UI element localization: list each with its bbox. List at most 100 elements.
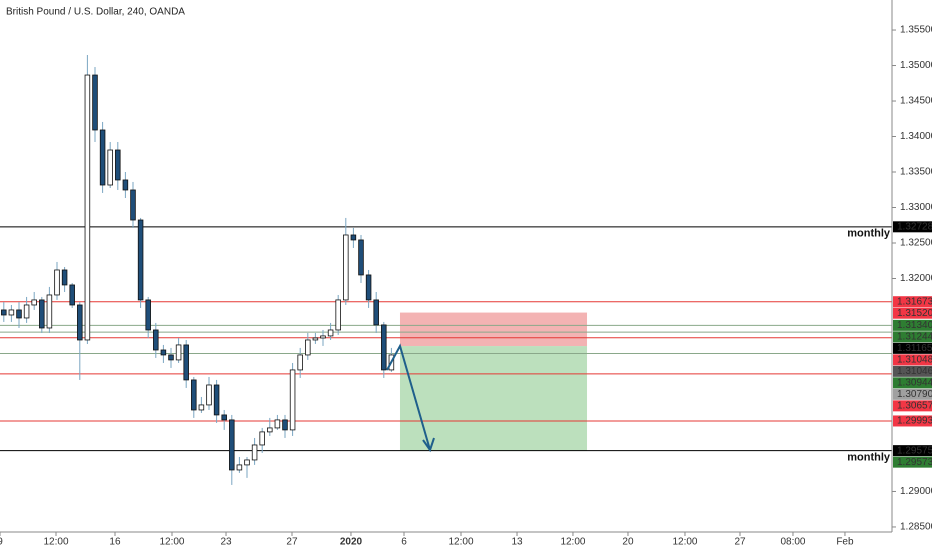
candle-body [259,431,265,446]
y-tick-label: 1.33000 [900,202,932,213]
candle-body [206,384,212,406]
x-tick-label: 27 [734,537,746,548]
x-tick-label: 13 [511,537,523,548]
candle-body [23,304,30,319]
candle-body [153,329,159,351]
candle-body [175,344,182,361]
candle-body [327,329,334,337]
price-label: 1.29575 [897,445,932,456]
price-label-box [893,307,932,319]
annotation: monthly [847,452,891,464]
candle-body [107,149,113,186]
candle-body [381,324,387,371]
price-label-box [893,342,932,354]
y-tick-label: 1.33500 [900,167,932,178]
chart-title: British Pound / U.S. Dollar, 240, OANDA [6,7,185,18]
price-label-box [893,319,932,331]
annotation: monthly [847,228,891,240]
x-tick-label: 12:00 [43,537,68,548]
candle-body [168,354,174,361]
candle-body [92,74,98,131]
risk-zone [399,312,588,347]
x-tick-label: 23 [220,537,232,548]
y-tick-label: 1.29000 [900,486,932,497]
candle-body [115,149,121,181]
candle-body [373,299,379,326]
candle-body [289,369,296,431]
candle-body [267,427,273,433]
price-label-box [893,388,932,400]
candle-body [335,299,341,331]
x-tick-label: 12:00 [560,537,585,548]
price-label: 1.29573 [897,457,932,468]
candle-body [77,304,83,341]
candle-body [229,419,235,471]
price-label: 1.29993 [897,416,932,427]
price-label-box [893,456,932,468]
projection-arrow [386,343,431,451]
candle-body [137,219,144,301]
y-tick-label: 1.35000 [900,60,932,71]
candle-body [54,269,60,296]
candle-body [236,464,243,471]
candle-body [274,419,281,429]
price-label-box [893,221,932,233]
x-tick-label: 6 [401,537,407,548]
x-tick-label: 20 [622,537,634,548]
candle-body [39,299,45,329]
price-label: 1.31165 [897,343,932,354]
price-label: 1.31340 [897,320,932,331]
candle-body [350,234,357,241]
x-tick-label: 9 [0,537,3,548]
price-label-box [893,365,932,377]
price-label: 1.31244 [897,331,932,342]
candle-body [31,299,37,306]
plot-area [0,55,892,485]
candle-body [8,309,15,316]
candle-body [312,337,319,341]
candle-body [282,419,288,431]
candle-body [99,129,106,186]
x-tick-label: 12:00 [448,537,473,548]
candle-body [84,74,91,341]
candle-body [320,335,326,339]
candle-body [1,309,7,316]
price-label-box [893,296,932,308]
candle-body [69,284,75,306]
candle-body [365,274,372,301]
candle-body [145,299,151,331]
price-label-box [893,354,932,366]
price-label-box [893,445,932,457]
y-tick-label: 1.32000 [900,273,932,284]
candle-body [213,384,220,416]
x-tick-label: 12:00 [159,537,184,548]
candle-body [221,414,227,421]
candle-body [343,234,349,301]
candle-body [61,269,68,286]
candle-body [358,239,364,276]
price-label: 1.31046 [897,366,932,377]
y-tick-label: 1.28500 [900,522,932,533]
x-tick-label: 08:00 [780,537,805,548]
price-label: 1.32728 [897,221,932,232]
y-tick-label: 1.35500 [900,25,932,36]
candle-body [191,379,197,411]
candle-body [183,344,189,381]
x-tick-label: 16 [109,537,121,548]
candle-body [122,179,129,191]
y-tick-label: 1.34500 [900,96,932,107]
x-tick-label: 27 [286,537,298,548]
candle-body [160,349,167,356]
price-label-box [893,400,932,412]
candle-body [198,404,205,411]
candle-body [305,339,311,356]
arrow-head [422,437,435,453]
x-tick-label: 2020 [340,537,363,548]
price-label: 1.31673 [897,296,932,307]
candle-body [46,294,53,329]
candle-body [130,189,136,221]
x-tick-label: 12:00 [672,537,697,548]
price-label: 1.31520 [897,308,932,319]
